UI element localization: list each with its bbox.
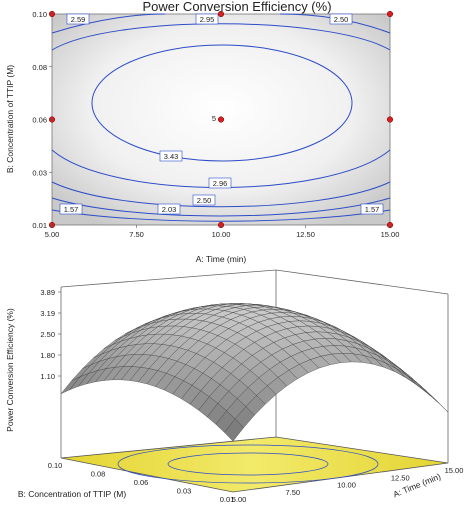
contour-line-2-50 [51, 181, 391, 208]
contour-line-2-03 [51, 197, 391, 217]
surface-a-tick-label: 12.50 [391, 473, 410, 482]
design-point [217, 10, 225, 18]
surface-a-tick-label: 7.50 [285, 488, 300, 497]
surface-mesh [60, 303, 449, 442]
contour-label-2-50: 2.50 [197, 196, 212, 205]
surface-a-tick-label: 5.00 [232, 495, 247, 504]
surface-b-tick-label: 0.08 [91, 470, 106, 479]
contour-x-ticks: 5.00 7.50 10.00 12.50 15.00 [45, 225, 400, 239]
surface-b-tick-label: 0.06 [134, 478, 149, 487]
surface-z-axis-label: Power Conversion Efficiency (%) [5, 308, 15, 432]
contour-x-tick-label: 7.50 [129, 230, 144, 239]
center-point-label: 5 [212, 114, 216, 123]
contour-line-top-mid [51, 23, 391, 51]
contour-x-tick-label: 5.00 [45, 230, 60, 239]
contour-x-tick-label: 15.00 [381, 230, 400, 239]
contour-labels: 2.59 2.95 2.50 3.43 2.96 2.50 2.03 1.57 … [59, 13, 384, 215]
surface-z-tick-label: 3.19 [40, 309, 55, 318]
surface-mesh-cell [396, 368, 416, 385]
design-point [217, 116, 225, 123]
contour-y-tick-label: 0.01 [32, 221, 47, 230]
contour-label-top-1: 2.59 [71, 15, 86, 24]
surface-z-tick-label: 1.10 [40, 372, 55, 381]
contour-line-top-left [51, 13, 166, 34]
surface-mesh-cell [406, 375, 427, 393]
surface-z-tick-label: 2.50 [40, 330, 55, 339]
contour-y-ticks: 0.01 0.03 0.06 0.08 0.10 [32, 10, 52, 230]
contour-x-tick-label: 10.00 [212, 230, 231, 239]
surface-b-ticks: 0.10 0.08 0.06 0.03 0.01 [48, 461, 235, 504]
contour-y-tick-label: 0.10 [32, 10, 47, 19]
contour-label-top-2: 2.95 [200, 15, 215, 24]
surface-b-tick-label: 0.10 [48, 461, 63, 470]
surface-z-ticks: 1.10 1.80 2.50 3.19 3.89 [40, 288, 61, 381]
surface-b-axis-label: B: Concentration of TTIP (M) [18, 489, 127, 499]
surface-mesh-cell [428, 392, 449, 413]
surface-b-tick-label: 0.03 [177, 487, 192, 496]
contour-label-2-96: 2.96 [213, 179, 228, 188]
contour-line-3-43 [91, 44, 353, 162]
contour-label-2-03: 2.03 [162, 205, 177, 214]
surface-frame [60, 269, 449, 463]
surface-b-tick-label: 0.01 [220, 495, 235, 504]
design-point [386, 10, 394, 18]
contour-title: Power Conversion Efficiency (%) [142, 0, 331, 14]
surface-floor [60, 436, 449, 493]
contour-y-tick-label: 0.08 [32, 63, 47, 72]
surface-a-ticks: 5.00 7.50 10.00 12.50 15.00 [232, 466, 464, 504]
design-point [386, 116, 394, 123]
contour-x-axis-label: A: Time (min) [196, 254, 247, 264]
surface-a-tick-label: 10.00 [337, 481, 356, 490]
contour-label-1-57-left: 1.57 [64, 205, 79, 214]
contour-y-tick-label: 0.03 [32, 168, 47, 177]
contour-x-tick-label: 12.50 [296, 230, 315, 239]
floor-contours [117, 444, 379, 484]
contour-label-3-43: 3.43 [164, 152, 179, 161]
contour-label-top-3: 2.50 [334, 15, 349, 24]
design-points [48, 10, 394, 229]
surface-a-tick-label: 15.00 [445, 466, 464, 475]
contour-line-1-57 [51, 209, 391, 222]
contour-y-tick-label: 0.06 [32, 116, 47, 125]
surface-z-tick-label: 1.80 [40, 351, 55, 360]
contour-label-1-57-right: 1.57 [365, 205, 380, 214]
surface-z-tick-label: 3.89 [40, 288, 55, 297]
contour-y-axis-label: B: Concentration of TTIP (M) [5, 65, 15, 174]
